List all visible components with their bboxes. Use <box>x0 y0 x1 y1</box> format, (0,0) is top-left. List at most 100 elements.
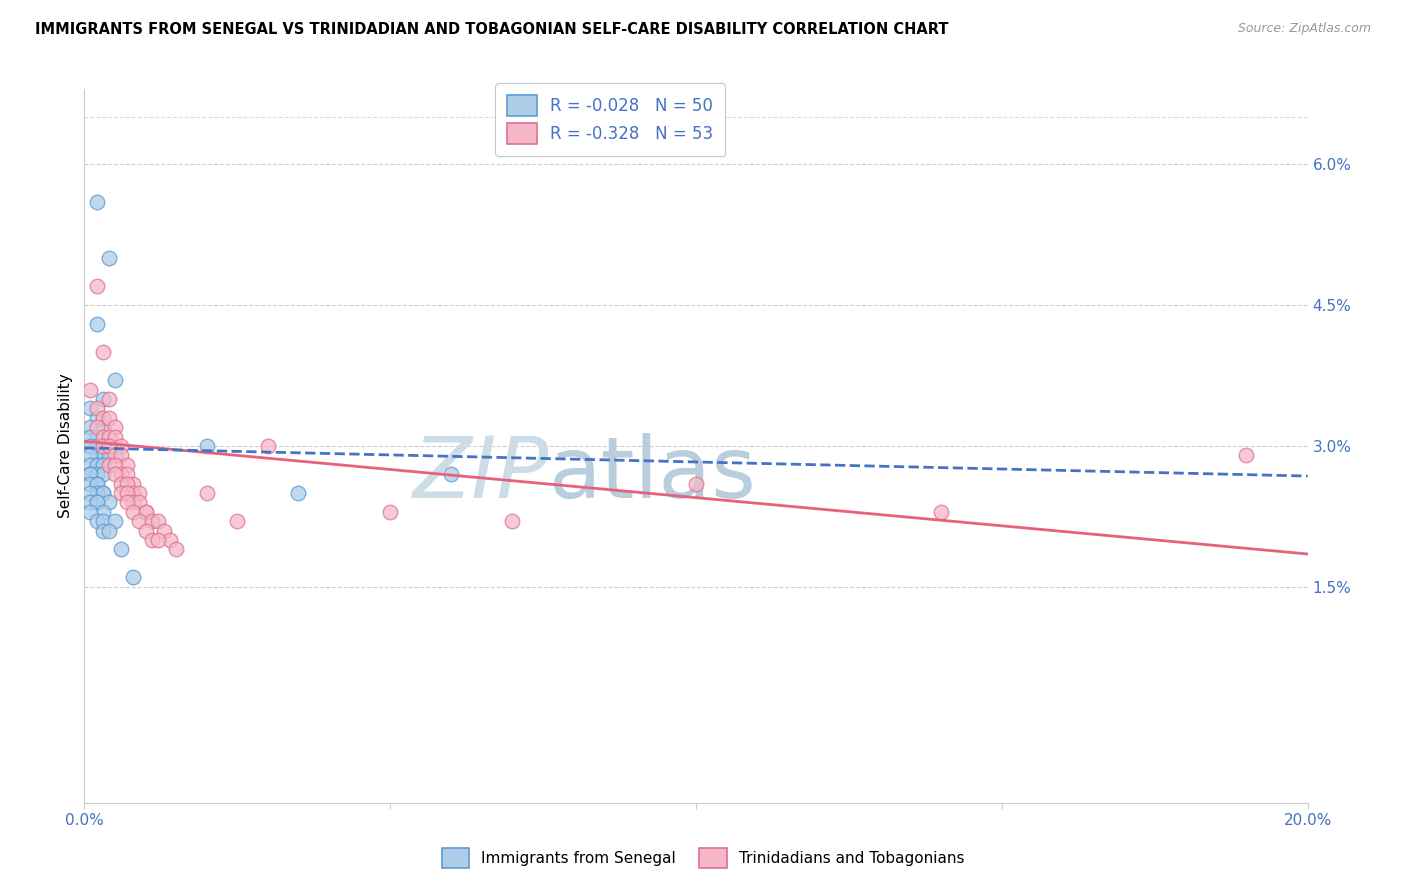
Point <box>91 467 114 482</box>
Point <box>135 524 157 538</box>
Point <box>86 410 108 425</box>
Point <box>110 449 132 463</box>
Point <box>104 467 127 482</box>
Point <box>86 194 108 209</box>
Point <box>97 524 120 538</box>
Point <box>135 505 157 519</box>
Point <box>91 458 114 472</box>
Point <box>91 505 114 519</box>
Legend: Immigrants from Senegal, Trinidadians and Tobagonians: Immigrants from Senegal, Trinidadians an… <box>436 842 970 873</box>
Point <box>104 420 127 434</box>
Point <box>440 467 463 482</box>
Point <box>195 486 218 500</box>
Point <box>86 467 108 482</box>
Point <box>79 467 101 482</box>
Point <box>165 542 187 557</box>
Point <box>153 524 176 538</box>
Point <box>115 476 138 491</box>
Point <box>91 429 114 443</box>
Point <box>91 439 114 453</box>
Point <box>141 514 163 528</box>
Text: Source: ZipAtlas.com: Source: ZipAtlas.com <box>1237 22 1371 36</box>
Point <box>86 514 108 528</box>
Point <box>86 476 108 491</box>
Point <box>97 458 120 472</box>
Point <box>380 505 402 519</box>
Point <box>104 429 127 443</box>
Point <box>110 467 132 482</box>
Point <box>91 514 114 528</box>
Point <box>86 439 108 453</box>
Point <box>79 420 101 434</box>
Point <box>91 410 114 425</box>
Point <box>86 420 108 434</box>
Point <box>79 383 101 397</box>
Point <box>128 486 150 500</box>
Point <box>110 486 132 500</box>
Point <box>110 476 132 491</box>
Point <box>91 524 114 538</box>
Point <box>685 476 707 491</box>
Point <box>110 542 132 557</box>
Point <box>115 458 138 472</box>
Point <box>122 570 145 584</box>
Point <box>91 420 114 434</box>
Legend: R = -0.028   N = 50, R = -0.328   N = 53: R = -0.028 N = 50, R = -0.328 N = 53 <box>495 83 725 156</box>
Point <box>97 439 120 453</box>
Point <box>146 533 169 547</box>
Point <box>97 429 120 443</box>
Point <box>122 486 145 500</box>
Point <box>195 439 218 453</box>
Point <box>115 467 138 482</box>
Point <box>159 533 181 547</box>
Point <box>97 449 120 463</box>
Point <box>91 449 114 463</box>
Point <box>226 514 249 528</box>
Point <box>128 495 150 509</box>
Point <box>79 439 101 453</box>
Point <box>97 392 120 406</box>
Point <box>287 486 309 500</box>
Point <box>146 514 169 528</box>
Point <box>91 486 114 500</box>
Point <box>115 495 138 509</box>
Point <box>79 495 101 509</box>
Point <box>86 495 108 509</box>
Text: ZIP: ZIP <box>413 433 550 516</box>
Point <box>97 410 120 425</box>
Point <box>97 251 120 265</box>
Point <box>79 429 101 443</box>
Point <box>91 439 114 453</box>
Y-axis label: Self-Care Disability: Self-Care Disability <box>58 374 73 518</box>
Point <box>86 449 108 463</box>
Point <box>97 439 120 453</box>
Point <box>97 495 120 509</box>
Point <box>257 439 280 453</box>
Text: atlas: atlas <box>550 433 758 516</box>
Point <box>86 458 108 472</box>
Point <box>86 486 108 500</box>
Point <box>91 345 114 359</box>
Point <box>135 505 157 519</box>
Point <box>86 279 108 293</box>
Point <box>122 495 145 509</box>
Point <box>122 476 145 491</box>
Point <box>115 486 138 500</box>
Point <box>128 514 150 528</box>
Point <box>79 467 101 482</box>
Point <box>86 429 108 443</box>
Text: IMMIGRANTS FROM SENEGAL VS TRINIDADIAN AND TOBAGONIAN SELF-CARE DISABILITY CORRE: IMMIGRANTS FROM SENEGAL VS TRINIDADIAN A… <box>35 22 949 37</box>
Point <box>79 458 101 472</box>
Point <box>91 486 114 500</box>
Point <box>1236 449 1258 463</box>
Point <box>86 476 108 491</box>
Point <box>86 458 108 472</box>
Point <box>79 486 101 500</box>
Point <box>104 514 127 528</box>
Point <box>104 449 127 463</box>
Point <box>79 505 101 519</box>
Point <box>86 495 108 509</box>
Point <box>104 373 127 387</box>
Point <box>79 449 101 463</box>
Point <box>91 392 114 406</box>
